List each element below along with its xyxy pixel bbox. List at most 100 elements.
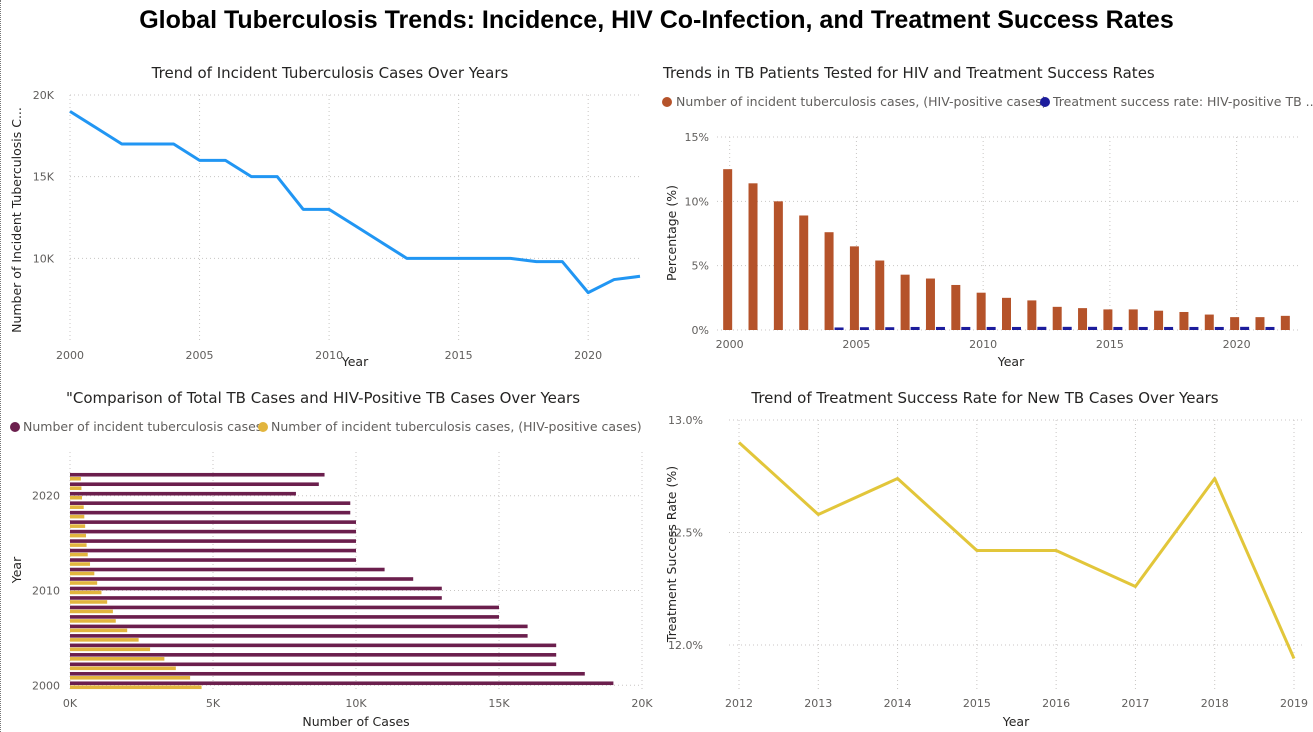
data-point xyxy=(1292,657,1296,661)
data-point xyxy=(1133,585,1137,589)
x-tick-label: 20K xyxy=(631,697,653,710)
bar-treatment-success-rate xyxy=(1037,326,1047,330)
bar-hiv-positive-cases xyxy=(70,533,87,538)
bar-hiv-positive-cases xyxy=(70,628,128,633)
data-point xyxy=(457,256,461,260)
bar-hiv-positive-cases xyxy=(1280,315,1290,330)
x-tick-label: 2018 xyxy=(1201,697,1229,710)
chart-title: Trend of Treatment Success Rate for New … xyxy=(750,389,1218,407)
y-axis-label: Treatment Success Rate (%) xyxy=(664,466,679,643)
bar-total-cases xyxy=(70,681,614,686)
x-tick-label: 2013 xyxy=(804,697,832,710)
success-rate-series-line xyxy=(737,441,1296,660)
bar-total-cases xyxy=(70,605,499,610)
data-point xyxy=(327,207,331,211)
data-point xyxy=(975,549,979,553)
bar-hiv-positive-cases xyxy=(70,524,86,528)
incidence-series-line xyxy=(69,110,641,295)
data-point xyxy=(353,224,357,228)
y-tick-label: 10% xyxy=(685,195,709,208)
bar-hiv-positive-cases xyxy=(900,274,910,330)
bar-hiv-positive-cases xyxy=(748,183,758,330)
incidence-chart[interactable]: Trend of Incident Tuberculosis Cases Ove… xyxy=(0,55,655,375)
bar-hiv-positive-cases xyxy=(70,543,87,547)
data-point xyxy=(198,158,202,162)
bar-total-cases xyxy=(70,615,499,619)
bar-hiv-positive-cases xyxy=(1179,311,1189,330)
bar-hiv-positive-cases xyxy=(70,638,139,642)
x-tick-label: 2010 xyxy=(315,349,343,362)
bar-total-cases xyxy=(70,558,356,562)
data-point xyxy=(737,441,741,445)
bar-hiv-positive-cases xyxy=(70,495,83,500)
bar-total-cases xyxy=(70,529,356,534)
x-tick-label: 0K xyxy=(63,697,78,710)
x-tick-label: 2017 xyxy=(1121,697,1149,710)
bar-hiv-positive-cases xyxy=(1002,297,1011,330)
x-tick-label: 2012 xyxy=(725,697,753,710)
bar-treatment-success-rate xyxy=(1088,326,1098,330)
legend-label: Number of incident tuberculosis cases, (… xyxy=(271,419,642,434)
hiv-tested-chart-svg: Trends in TB Patients Tested for HIV and… xyxy=(662,64,1313,369)
x-axis-label: Year xyxy=(341,354,369,369)
bar-hiv-positive-cases xyxy=(1230,317,1240,330)
data-point xyxy=(431,256,435,260)
data-point xyxy=(586,291,590,295)
y-axis-label: Percentage (%) xyxy=(664,185,679,281)
x-tick-label: 2000 xyxy=(56,349,84,362)
bar-hiv-positive-cases xyxy=(773,201,783,330)
data-point xyxy=(405,256,409,260)
bar-treatment-success-rate xyxy=(986,326,996,330)
x-tick-label: 2020 xyxy=(1223,338,1251,351)
bar-treatment-success-rate xyxy=(910,326,920,330)
bar-total-cases xyxy=(70,671,585,676)
y-tick-label: 0% xyxy=(692,324,709,337)
success-rate-chart[interactable]: Trend of Treatment Success Rate for New … xyxy=(655,380,1313,732)
y-axis-label: Number of Incident Tuberculosis C... xyxy=(9,107,24,333)
y-tick-label: 10K xyxy=(33,252,55,265)
bar-total-cases xyxy=(70,567,385,572)
bar-hiv-positive-cases xyxy=(723,169,733,330)
x-tick-label: 2010 xyxy=(969,338,997,351)
y-tick-label: 2000 xyxy=(32,679,60,692)
data-point xyxy=(508,256,512,260)
x-tick-label: 10K xyxy=(345,697,367,710)
x-tick-label: 2015 xyxy=(445,349,473,362)
x-tick-label: 5K xyxy=(206,697,221,710)
bar-total-cases xyxy=(70,520,356,524)
data-point xyxy=(1213,477,1217,481)
data-point xyxy=(68,109,72,113)
x-axis-label: Year xyxy=(1002,714,1030,729)
chart-title: Trends in TB Patients Tested for HIV and… xyxy=(662,64,1155,82)
bar-treatment-success-rate xyxy=(1062,326,1072,330)
legend-marker xyxy=(662,97,672,107)
data-point xyxy=(1054,549,1058,553)
y-tick-label: 15K xyxy=(33,171,55,184)
comparison-chart[interactable]: "Comparison of Total TB Cases and HIV-Po… xyxy=(0,380,655,732)
legend-label: Number of incident tuberculosis cases, (… xyxy=(676,94,1047,109)
bar-hiv-positive-cases xyxy=(951,284,961,330)
bar-hiv-positive-cases xyxy=(70,609,113,614)
data-point xyxy=(94,126,98,130)
x-tick-label: 2014 xyxy=(884,697,912,710)
x-tick-label: 2005 xyxy=(186,349,214,362)
x-tick-label: 2000 xyxy=(716,338,744,351)
bar-hiv-positive-cases xyxy=(70,486,82,491)
hiv-tested-chart[interactable]: Trends in TB Patients Tested for HIV and… xyxy=(655,55,1313,375)
success-rate-chart-svg: Trend of Treatment Success Rate for New … xyxy=(664,389,1308,729)
y-tick-label: 2010 xyxy=(32,584,60,597)
x-tick-label: 2015 xyxy=(1096,338,1124,351)
y-axis-label: Year xyxy=(9,556,24,584)
comparison-chart-svg: "Comparison of Total TB Cases and HIV-Po… xyxy=(9,389,653,729)
bar-total-cases xyxy=(70,501,351,505)
bar-hiv-positive-cases xyxy=(799,215,809,330)
bar-total-cases xyxy=(70,624,528,629)
bar-total-cases xyxy=(70,491,296,496)
bar-treatment-success-rate xyxy=(885,327,895,330)
data-point xyxy=(816,513,820,517)
data-point xyxy=(638,274,642,278)
x-tick-label: 2019 xyxy=(1280,697,1308,710)
bar-hiv-positive-cases xyxy=(1052,306,1062,330)
y-tick-label: 2020 xyxy=(32,490,60,503)
bar-hiv-positive-cases xyxy=(70,675,191,680)
